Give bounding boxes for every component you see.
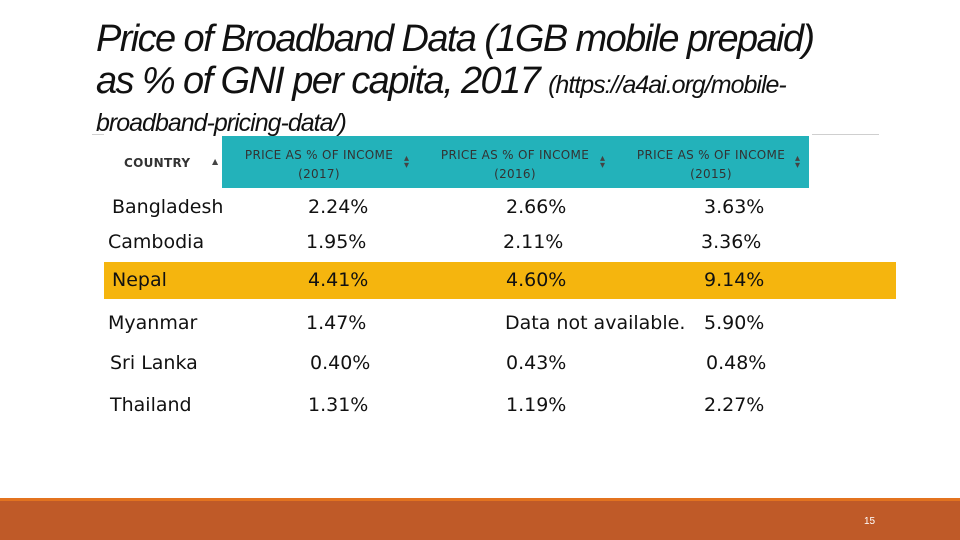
header-country-label: COUNTRY	[124, 156, 191, 170]
table-row: Myanmar 1.47% Data not available. 5.90%	[104, 305, 896, 342]
divider-left	[92, 134, 104, 135]
cell-2017: 2.24%	[308, 196, 369, 218]
header-2016-label: PRICE AS % OF INCOME (2016)	[430, 146, 600, 184]
header-2016-line2: (2016)	[494, 167, 536, 181]
header-2015-line1: PRICE AS % OF INCOME	[636, 148, 786, 162]
table-header: COUNTRY ▲ PRICE AS % OF INCOME (2017) ▴ ▾…	[104, 136, 809, 188]
cell-2016: 2.66%	[506, 196, 567, 218]
sort-both-icon[interactable]: ▴ ▾	[404, 153, 410, 171]
header-2015-label: PRICE AS % OF INCOME (2015)	[626, 146, 796, 184]
cell-2015: 2.27%	[704, 394, 765, 416]
header-2017[interactable]: PRICE AS % OF INCOME (2017) ▴ ▾	[222, 136, 418, 188]
header-2016[interactable]: PRICE AS % OF INCOME (2016) ▴ ▾	[418, 136, 614, 188]
cell-country: Nepal	[112, 269, 167, 291]
cell-2015: 3.63%	[704, 196, 765, 218]
table-row: Bangladesh 2.24% 2.66% 3.63%	[104, 189, 896, 226]
cell-2017: 1.95%	[306, 231, 367, 253]
table-row-highlighted: Nepal 4.41% 4.60% 9.14%	[104, 262, 896, 299]
cell-2016: 1.19%	[506, 394, 567, 416]
header-2017-line2: (2017)	[298, 167, 340, 181]
cell-country: Cambodia	[108, 231, 205, 253]
title-line-2: as % of GNI per capita, 2017 (https://a4…	[96, 60, 896, 106]
table-row: Sri Lanka 0.40% 0.43% 0.48%	[104, 345, 896, 382]
header-2017-label: PRICE AS % OF INCOME (2017)	[234, 146, 404, 184]
cell-2015: 3.36%	[701, 231, 762, 253]
cell-2017: 0.40%	[310, 352, 371, 374]
divider-right	[812, 134, 879, 135]
source-url: (https://a4ai.org/mobile-	[548, 71, 787, 99]
sort-both-icon[interactable]: ▴ ▾	[600, 153, 606, 171]
table-row: Thailand 1.31% 1.19% 2.27%	[104, 387, 896, 424]
cell-2015: 9.14%	[704, 269, 765, 291]
sort-both-icon[interactable]: ▴ ▾	[795, 153, 801, 171]
footer-accent-line	[0, 498, 960, 501]
page-number: 15	[864, 516, 876, 527]
header-2015-line2: (2015)	[690, 167, 732, 181]
cell-2016: 4.60%	[506, 269, 567, 291]
slide-title: Price of Broadband Data (1GB mobile prep…	[96, 18, 896, 140]
cell-country: Thailand	[110, 394, 192, 416]
cell-country: Sri Lanka	[110, 352, 198, 374]
cell-2015: 0.48%	[706, 352, 767, 374]
cell-2017: 1.31%	[308, 394, 369, 416]
cell-2016: Data not available.	[505, 312, 686, 334]
header-2016-line1: PRICE AS % OF INCOME	[440, 148, 590, 162]
cell-2017: 1.47%	[306, 312, 367, 334]
header-2017-line1: PRICE AS % OF INCOME	[244, 148, 394, 162]
sort-up-icon[interactable]: ▲	[212, 157, 219, 166]
header-country[interactable]: COUNTRY ▲	[104, 136, 222, 188]
title-line-3: broadband-pricing-data/)	[96, 109, 347, 137]
title-line-1: Price of Broadband Data (1GB mobile prep…	[96, 18, 815, 60]
footer-bar	[0, 501, 960, 540]
table-row: Cambodia 1.95% 2.11% 3.36%	[104, 224, 896, 261]
cell-country: Bangladesh	[112, 196, 224, 218]
cell-country: Myanmar	[108, 312, 198, 334]
cell-2016: 2.11%	[503, 231, 564, 253]
cell-2015: 5.90%	[704, 312, 765, 334]
header-2015[interactable]: PRICE AS % OF INCOME (2015) ▴ ▾	[614, 136, 809, 188]
cell-2017: 4.41%	[308, 269, 369, 291]
cell-2016: 0.43%	[506, 352, 567, 374]
title-line-2-text: as % of GNI per capita, 2017	[96, 60, 541, 102]
